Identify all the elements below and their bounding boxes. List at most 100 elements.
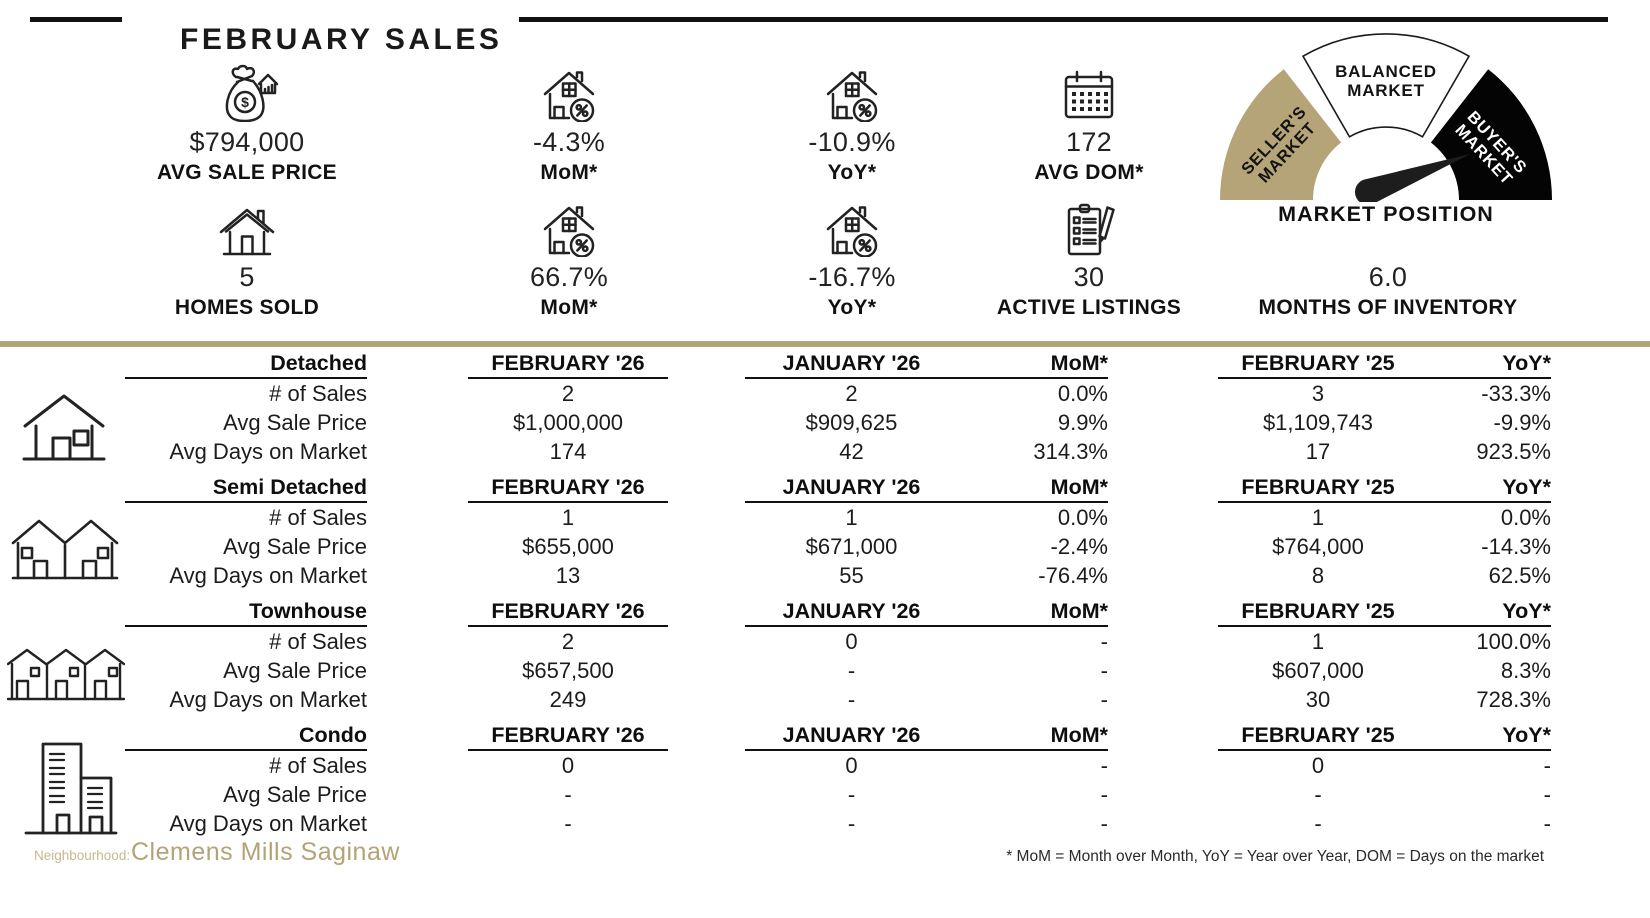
table-section-semi-detached: Semi Detached FEBRUARY '26 JANUARY '26 M…: [0, 472, 1650, 590]
col-header-mom: MoM*: [958, 474, 1108, 503]
col-header-jan26: JANUARY '26: [745, 598, 958, 627]
cell: -: [1314, 782, 1322, 807]
table-row: Avg Sale Price $1,000,000 $909,625 9.9% …: [0, 408, 1650, 437]
cell: -: [1314, 811, 1322, 836]
condo-buildings-icon: [24, 740, 118, 836]
semi-detached-house-icon: [11, 516, 119, 580]
table-row: Avg Days on Market 249 - - 30 728.3%: [0, 685, 1650, 714]
cell: $1,000,000: [512, 410, 624, 435]
gauge-label-balanced-2: MARKET: [1347, 81, 1425, 100]
cell: 2: [561, 381, 575, 406]
cell: 9.9%: [1057, 410, 1108, 435]
cell: -: [1100, 687, 1108, 712]
cell: -: [1100, 811, 1108, 836]
property-type-table: Detached FEBRUARY '26 JANUARY '26 MoM* F…: [0, 348, 1650, 844]
cell: 0.0%: [1057, 505, 1108, 530]
house-percent-icon: [409, 199, 729, 257]
cell: 17: [1305, 439, 1331, 464]
cell: 100.0%: [1476, 629, 1551, 654]
kpi-months-of-inventory: 6.0 MONTHS OF INVENTORY: [1228, 199, 1548, 320]
cell: 30: [1305, 687, 1331, 712]
col-header-feb25: FEBRUARY '25: [1218, 598, 1418, 627]
page-title: FEBRUARY SALES: [180, 23, 503, 57]
col-header-feb25: FEBRUARY '25: [1218, 722, 1418, 751]
table-row: Avg Sale Price $655,000 $671,000 -2.4% $…: [0, 532, 1650, 561]
cell: -: [1100, 753, 1108, 778]
cell: -14.3%: [1481, 534, 1551, 559]
kpi-value: -16.7%: [808, 262, 896, 292]
kpi-label: MoM*: [540, 161, 598, 184]
kpi-label: YoY*: [827, 161, 877, 184]
kpi-sales-yoy: -16.7% YoY*: [692, 199, 1012, 320]
cell: $657,500: [522, 658, 614, 683]
row-label: Avg Days on Market: [169, 687, 367, 712]
cell: 0.0%: [1057, 381, 1108, 406]
clipboard-pencil-icon: [929, 199, 1249, 257]
neighbourhood-label: Neighbourhood:: [34, 848, 131, 863]
table-header-row: Condo FEBRUARY '26 JANUARY '26 MoM* FEBR…: [0, 720, 1650, 751]
row-label: Avg Sale Price: [223, 410, 367, 435]
kpi-avg-sale-price: $ $794,000 AVG SALE PRICE: [87, 64, 407, 185]
section-title: Condo: [125, 722, 367, 751]
table-header-row: Detached FEBRUARY '26 JANUARY '26 MoM* F…: [0, 348, 1650, 379]
kpi-homes-sold: 5 HOMES SOLD: [87, 199, 407, 320]
table-row: Avg Days on Market 174 42 314.3% 17 923.…: [0, 437, 1650, 466]
cell: 0: [845, 629, 858, 654]
col-header-feb26: FEBRUARY '26: [468, 598, 668, 627]
col-header-yoy: YoY*: [1418, 350, 1551, 379]
section-title: Semi Detached: [125, 474, 367, 503]
kpi-value: 6.0: [1368, 262, 1408, 292]
table-row: # of Sales 2 2 0.0% 3 -33.3%: [0, 379, 1650, 408]
row-label: # of Sales: [269, 505, 367, 530]
table-row: Avg Sale Price $657,500 - - $607,000 8.3…: [0, 656, 1650, 685]
market-position-gauge: SELLER'S MARKET BALANCED MARKET BUYER'S …: [1218, 30, 1554, 202]
kpi-label: HOMES SOLD: [174, 296, 320, 319]
kpi-active-listings: 30 ACTIVE LISTINGS: [929, 199, 1249, 320]
row-label: Avg Days on Market: [169, 563, 367, 588]
table-section-detached: Detached FEBRUARY '26 JANUARY '26 MoM* F…: [0, 348, 1650, 466]
cell: $1,109,743: [1262, 410, 1374, 435]
cell: 0: [845, 753, 858, 778]
cell: 1: [1311, 629, 1325, 654]
col-header-mom: MoM*: [958, 722, 1108, 751]
cell: -76.4%: [1038, 563, 1108, 588]
section-title: Detached: [125, 350, 367, 379]
cell: 174: [549, 439, 587, 464]
title-rule-right: [519, 17, 1608, 22]
row-label: Avg Sale Price: [223, 534, 367, 559]
col-header-feb26: FEBRUARY '26: [468, 722, 668, 751]
row-label: Avg Sale Price: [223, 782, 367, 807]
col-header-yoy: YoY*: [1418, 598, 1551, 627]
cell: 2: [561, 629, 575, 654]
col-header-feb26: FEBRUARY '26: [468, 474, 668, 503]
cell: $655,000: [522, 534, 614, 559]
cell: 1: [845, 505, 858, 530]
gauge-segment-balanced: [1301, 33, 1471, 138]
cell: -: [1100, 782, 1108, 807]
kpi-label: MoM*: [540, 296, 598, 319]
cell: -2.4%: [1050, 534, 1108, 559]
cell: 1: [1311, 505, 1325, 530]
cell: 0: [1311, 753, 1325, 778]
cell: $764,000: [1272, 534, 1364, 559]
cell: $607,000: [1272, 658, 1364, 683]
cell: $671,000: [805, 534, 898, 559]
cell: 62.5%: [1488, 563, 1551, 588]
kpi-value: 172: [1066, 127, 1112, 157]
col-header-jan26: JANUARY '26: [745, 722, 958, 751]
gauge-needle: [1355, 154, 1470, 202]
kpi-label: ACTIVE LISTINGS: [996, 296, 1182, 319]
svg-text:$: $: [241, 94, 249, 110]
col-header-yoy: YoY*: [1418, 474, 1551, 503]
col-header-feb26: FEBRUARY '26: [468, 350, 668, 379]
cell: 923.5%: [1476, 439, 1551, 464]
kpi-label: MONTHS OF INVENTORY: [1258, 296, 1518, 319]
house-percent-icon: [692, 199, 1012, 257]
table-row: Avg Days on Market 13 55 -76.4% 8 62.5%: [0, 561, 1650, 590]
cell: -: [1100, 629, 1108, 654]
kpi-value: 5: [239, 262, 255, 292]
row-label: # of Sales: [269, 753, 367, 778]
table-row: # of Sales 2 0 - 1 100.0%: [0, 627, 1650, 656]
cell: 2: [845, 381, 858, 406]
